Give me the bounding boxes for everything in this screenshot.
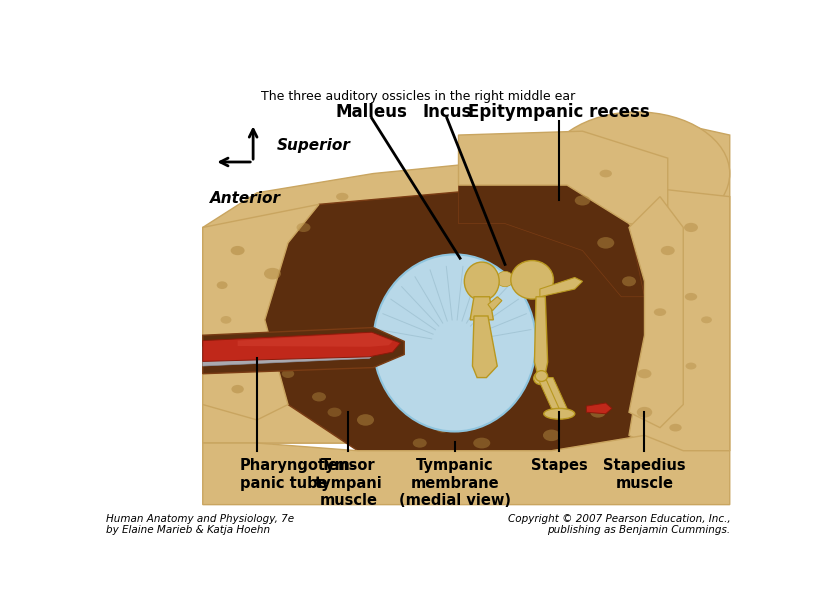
Ellipse shape: [327, 408, 341, 417]
Polygon shape: [472, 316, 497, 378]
Polygon shape: [629, 189, 730, 451]
Ellipse shape: [373, 255, 536, 431]
Ellipse shape: [590, 407, 605, 417]
Ellipse shape: [543, 408, 574, 419]
Ellipse shape: [464, 262, 499, 300]
Ellipse shape: [473, 438, 490, 449]
Polygon shape: [202, 327, 404, 374]
Polygon shape: [629, 196, 683, 428]
Polygon shape: [202, 339, 377, 366]
Text: Superior: Superior: [277, 138, 350, 152]
Text: Anterior: Anterior: [210, 191, 281, 206]
Polygon shape: [534, 297, 548, 374]
Text: Tensor
tympani
muscle: Tensor tympani muscle: [315, 458, 383, 508]
Ellipse shape: [622, 277, 636, 286]
Ellipse shape: [217, 282, 228, 289]
Ellipse shape: [685, 362, 696, 370]
Text: Stapedius
muscle: Stapedius muscle: [603, 458, 685, 491]
Ellipse shape: [357, 414, 374, 426]
Text: Human Anatomy and Physiology, 7e
by Elaine Marieb & Katja Hoehn: Human Anatomy and Physiology, 7e by Elai…: [106, 514, 294, 536]
Text: Copyright © 2007 Pearson Education, Inc.,
publishing as Benjamin Cummings.: Copyright © 2007 Pearson Education, Inc.…: [508, 514, 730, 536]
Ellipse shape: [669, 424, 681, 431]
Ellipse shape: [685, 293, 697, 300]
Ellipse shape: [496, 271, 513, 287]
Polygon shape: [538, 378, 561, 412]
Ellipse shape: [654, 308, 666, 316]
Ellipse shape: [701, 316, 712, 323]
Ellipse shape: [435, 423, 450, 433]
Text: Incus: Incus: [422, 103, 472, 121]
Ellipse shape: [535, 371, 548, 381]
Ellipse shape: [684, 223, 698, 232]
Ellipse shape: [543, 112, 730, 235]
Polygon shape: [470, 297, 494, 320]
Polygon shape: [202, 435, 730, 505]
Polygon shape: [545, 378, 567, 412]
Ellipse shape: [534, 372, 548, 384]
Text: Pharyngotym-
panic tube: Pharyngotym- panic tube: [240, 458, 357, 491]
Ellipse shape: [661, 246, 675, 255]
Ellipse shape: [336, 193, 348, 201]
Ellipse shape: [249, 345, 264, 356]
Polygon shape: [459, 131, 667, 228]
Ellipse shape: [220, 316, 232, 324]
Ellipse shape: [543, 430, 560, 441]
Text: Stapes: Stapes: [531, 458, 588, 474]
Text: Epitympanic recess: Epitympanic recess: [468, 103, 650, 121]
Polygon shape: [488, 297, 502, 311]
Text: Tympanic
membrane
(medial view): Tympanic membrane (medial view): [399, 458, 511, 508]
Ellipse shape: [511, 261, 553, 299]
Ellipse shape: [636, 407, 652, 417]
Ellipse shape: [637, 369, 651, 378]
Ellipse shape: [282, 370, 295, 378]
Text: Malleus: Malleus: [335, 103, 408, 121]
Ellipse shape: [413, 438, 427, 447]
Polygon shape: [202, 304, 373, 443]
Polygon shape: [459, 185, 645, 297]
Text: The three auditory ossicles in the right middle ear: The three auditory ossicles in the right…: [261, 91, 575, 103]
Ellipse shape: [296, 223, 310, 232]
Polygon shape: [202, 162, 683, 443]
Polygon shape: [237, 333, 392, 347]
Polygon shape: [264, 185, 660, 458]
Polygon shape: [540, 277, 583, 297]
Polygon shape: [587, 403, 612, 414]
Polygon shape: [629, 119, 730, 451]
Polygon shape: [202, 332, 401, 362]
Ellipse shape: [231, 246, 245, 255]
Polygon shape: [202, 204, 319, 420]
Ellipse shape: [574, 195, 590, 206]
Ellipse shape: [264, 268, 281, 280]
Ellipse shape: [600, 170, 612, 177]
Ellipse shape: [312, 392, 326, 401]
Ellipse shape: [232, 385, 244, 394]
Ellipse shape: [597, 237, 614, 248]
